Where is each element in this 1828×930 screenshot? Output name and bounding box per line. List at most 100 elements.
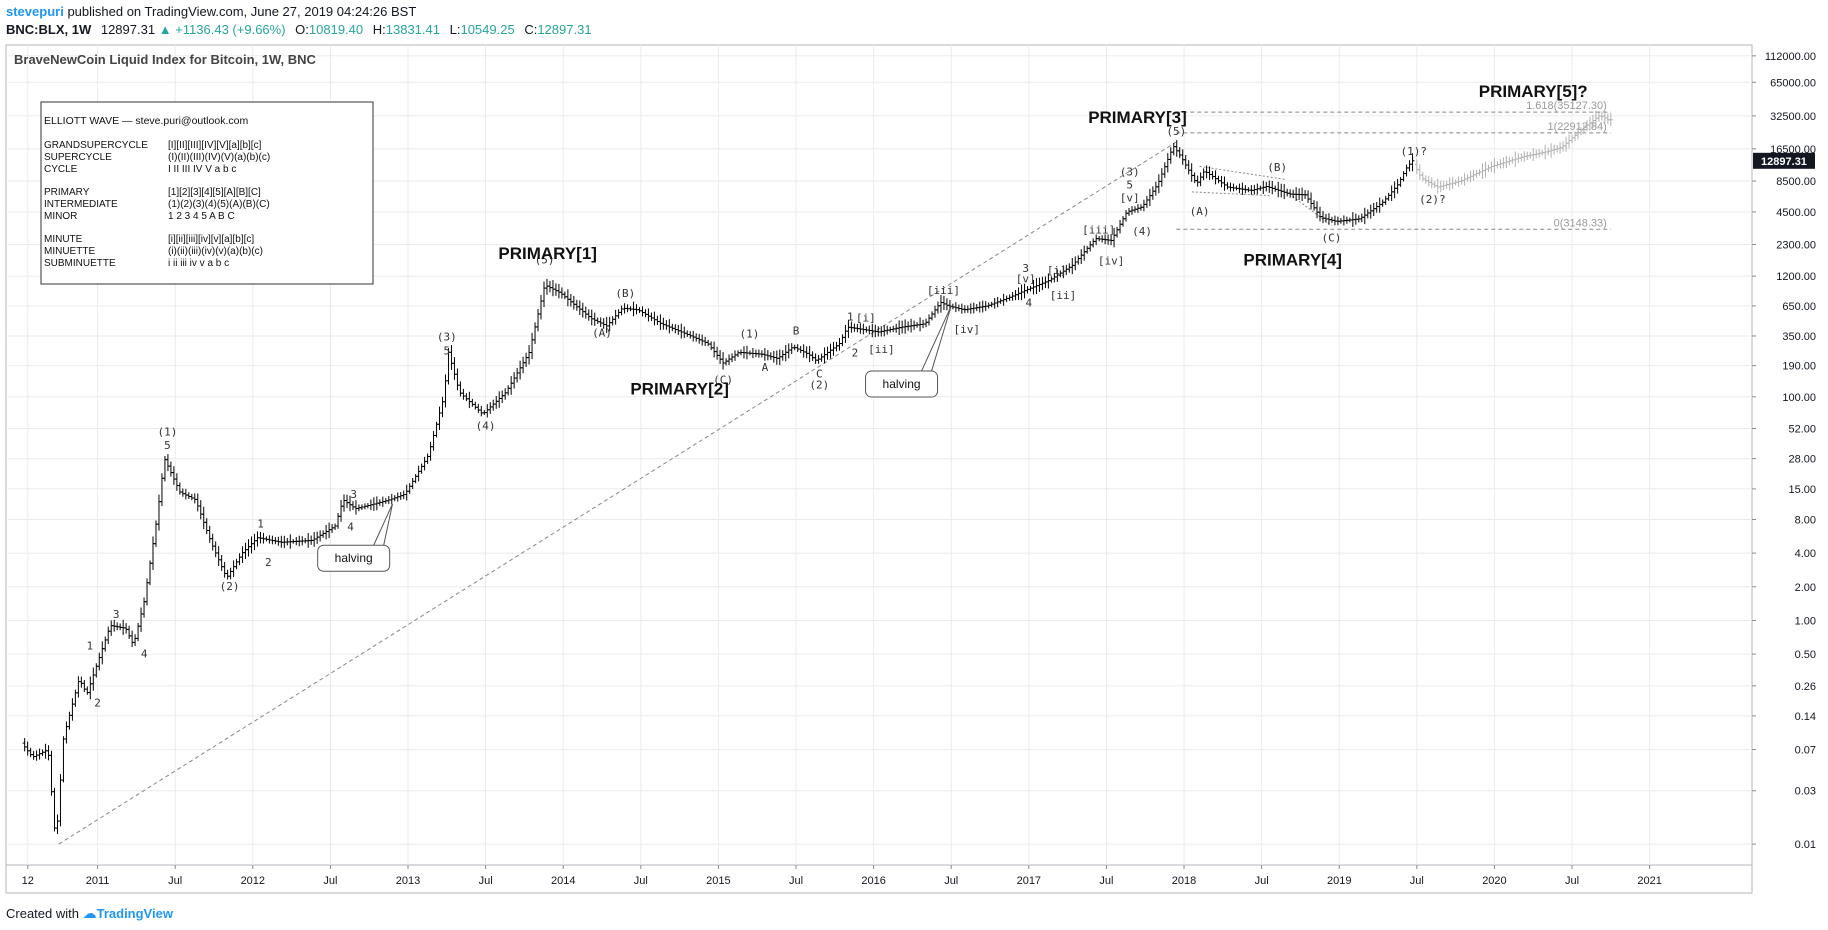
ohlc-bar (959, 303, 964, 314)
ohlc-bar (479, 406, 484, 417)
ohlc-bar (130, 630, 135, 648)
ohlc-bar (1198, 172, 1203, 187)
trendline-line (58, 141, 1177, 845)
wave-label: (3) (437, 330, 457, 343)
legend-degree-notation: i ii iii iv v a b c (168, 258, 229, 269)
x-tick-label: 2020 (1482, 875, 1506, 887)
ohlc-bar (1147, 188, 1152, 207)
ohlc-bar (1189, 163, 1194, 182)
x-tick-label: Jul (1099, 875, 1113, 887)
ohlc-bar (333, 523, 338, 530)
ohlc-bar (210, 533, 215, 551)
x-tick-label: 2014 (551, 875, 575, 887)
time-axis[interactable]: 12 2011 Jul 2012 Jul 2013 Jul 2014 Jul 2015 Jul 201… (22, 865, 1662, 887)
tradingview-logo-icon: ☁ (82, 905, 97, 921)
ohlc-bar (1144, 195, 1149, 208)
ohlc-bar (1049, 276, 1054, 283)
legend-degree-notation: (i)(ii)(iii)(iv)(v)(a)(b)(c) (168, 246, 263, 257)
ohlc-bar (780, 350, 785, 361)
ohlc-bar (515, 367, 520, 383)
ohlc-bar (1162, 162, 1167, 178)
projection-bar (1608, 112, 1613, 127)
ohlc-bar (733, 350, 738, 361)
ohlc-bar (953, 302, 958, 313)
ohlc-bar (1237, 183, 1242, 194)
x-tick-label: Jul (1410, 875, 1424, 887)
author-link[interactable]: stevepuri (6, 4, 64, 19)
halving-callouts: halving halving (317, 305, 952, 572)
ohlc-bar (1141, 199, 1146, 212)
y-tick-label: 0.50 (1795, 649, 1816, 661)
legend-degree-name: MINUETTE (44, 246, 95, 257)
x-tick-label: Jul (323, 875, 337, 887)
wave-label: 1 (847, 311, 854, 324)
wave-label: A (762, 361, 769, 374)
primary-wave-label: PRIMARY[3] (1088, 108, 1187, 127)
ohlc-bar (234, 558, 239, 570)
projection-bar (1567, 134, 1572, 149)
legend-degree-name: PRIMARY (44, 187, 90, 198)
y-tick-label: 112000.00 (1765, 51, 1816, 63)
x-tick-label: Jul (1565, 875, 1579, 887)
symbol-label[interactable]: BNC:BLX, 1W (6, 22, 92, 37)
wave-label: (4) (1132, 225, 1152, 238)
ohlc-bar (688, 331, 693, 339)
ohlc-bar (350, 501, 355, 511)
wave-label: (1)? (1400, 145, 1427, 158)
wave-label: (B) (615, 287, 635, 300)
ohlc-bar (571, 295, 576, 310)
ohlc-bar (353, 500, 358, 515)
ohlc-bar (1213, 170, 1218, 185)
ohlc-bar (76, 676, 81, 698)
ohlc-bar (1115, 226, 1120, 238)
ohlc-bar (565, 289, 570, 307)
ohlc-bar (1332, 215, 1337, 226)
ohlc-bar (586, 309, 591, 321)
footer: Created with ☁TradingView (6, 905, 173, 922)
ohlc-bar (550, 280, 555, 297)
close-value: 12897.31 (537, 22, 592, 37)
ohlc-bar (1401, 171, 1406, 182)
ohlc-bar (1159, 168, 1164, 187)
x-tick-label: 2012 (241, 875, 265, 887)
ohlc-bar (1240, 182, 1245, 195)
ohlc-bar (204, 518, 209, 535)
ohlc-bar (228, 567, 233, 580)
publish-text: published on TradingView.com, June 27, 2… (67, 4, 417, 19)
legend-degree-notation: 1 2 3 4 5 A B C (168, 211, 235, 222)
ohlc-bar (1359, 213, 1364, 223)
ohlc-bar (201, 506, 206, 530)
ohlc-bar (240, 546, 245, 563)
ohlc-bar (61, 736, 66, 783)
wave-label: [v] (1016, 273, 1036, 286)
ohlc-bar (944, 298, 949, 311)
tradingview-link[interactable]: TradingView (96, 906, 173, 921)
ohlc-bar (195, 493, 200, 512)
ohlc-bar (1329, 216, 1334, 223)
ohlc-bar (1380, 199, 1385, 207)
last-price-tag (1753, 152, 1815, 169)
ohlc-bar (1165, 153, 1170, 173)
legend-degree-name: MINUTE (44, 234, 83, 245)
ohlc-bar (547, 280, 552, 293)
ohlc-bar (512, 372, 517, 389)
wave-label: B (793, 325, 800, 338)
x-tick-label: Jul (944, 875, 958, 887)
price-axis[interactable]: 112000.0065000.0032500.0016500.008500.00… (1752, 51, 1816, 851)
ohlc-bar (1207, 166, 1212, 180)
ohlc-bars (22, 140, 1415, 835)
ohlc-bar (1383, 195, 1388, 205)
ohlc-bar (270, 535, 275, 545)
wave-label: (1) (158, 426, 178, 439)
ohlc-bar (148, 560, 153, 586)
ohlc-bar (867, 325, 872, 335)
open-label: O: (295, 22, 309, 37)
ohlc-bar (124, 623, 129, 634)
wave-label: 3 (113, 608, 120, 621)
wave-label: [iv] (1098, 254, 1125, 267)
ohlc-bar (222, 561, 227, 578)
high-value: 13831.41 (385, 22, 440, 37)
drawn-lines: 1.618(35127.30) 1(22912.84) 0(3148.33) (58, 100, 1611, 845)
ohlc-bar (541, 281, 546, 307)
